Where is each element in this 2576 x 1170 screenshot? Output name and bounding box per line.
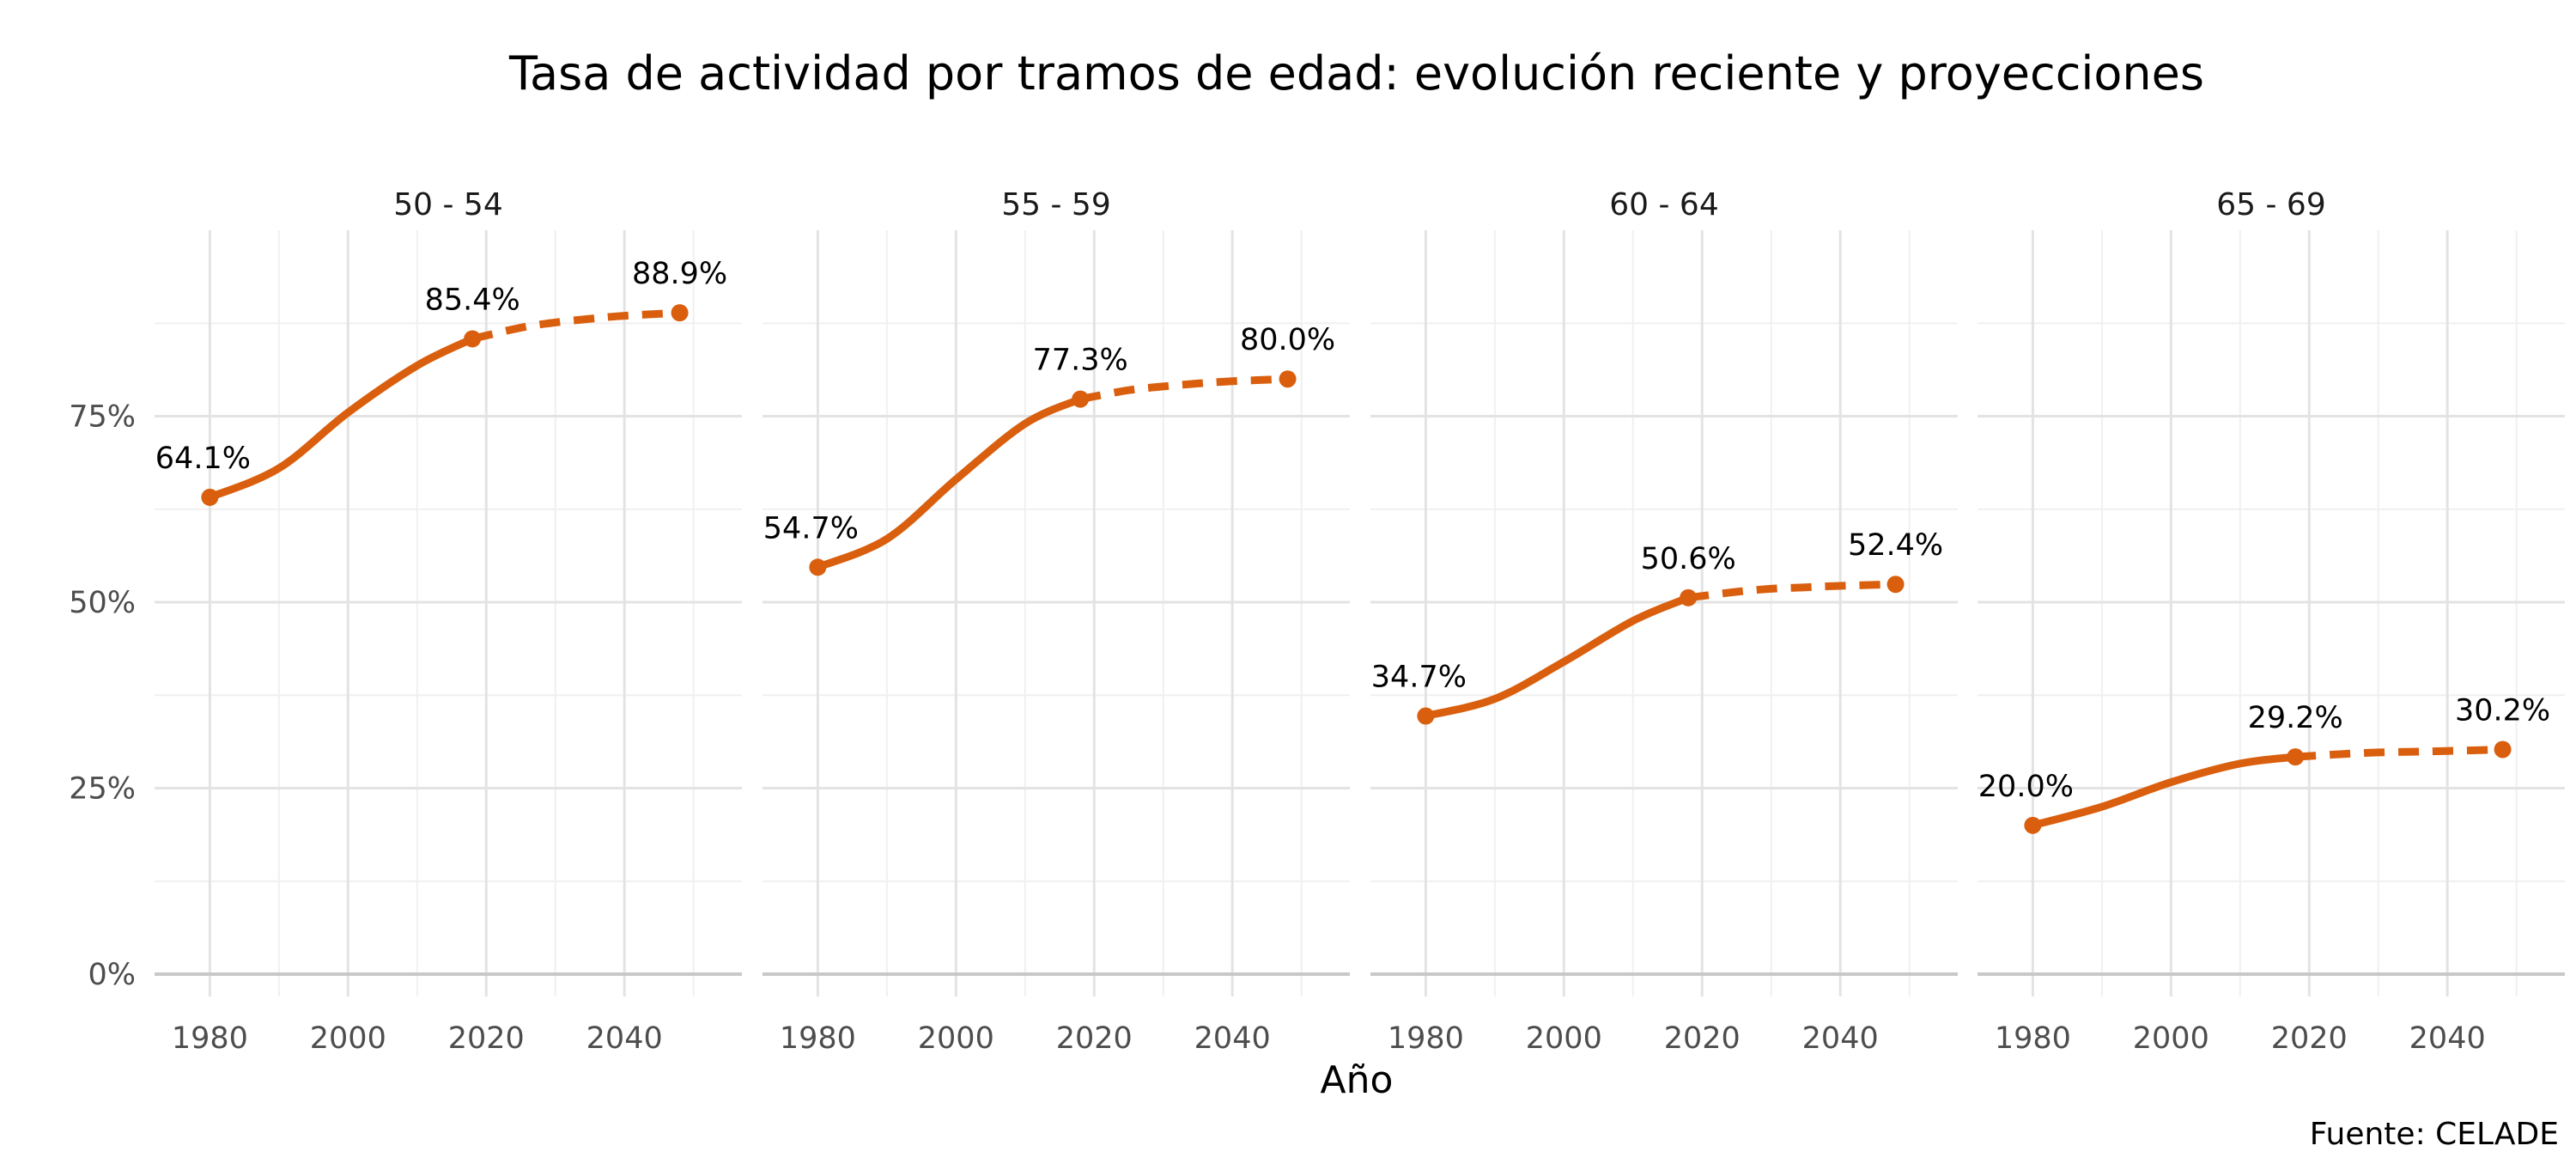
data-label: 77.3% [1033,344,1128,378]
data-point [1680,588,1698,606]
projected-series-line [471,308,680,343]
x-tick-label: 2020 [2271,1021,2348,1056]
facet-panel: 60 - 64 1980 2000 2020 2040 34.7% 50.6% 52.4% [1370,187,1958,1056]
data-point [2494,740,2512,759]
data-point [2024,816,2042,834]
x-tick-label: 1980 [1388,1021,1464,1056]
data-point [201,488,219,506]
x-tick-label: 1980 [172,1021,248,1056]
facet-label: 55 - 59 [1001,187,1111,222]
facet-panel: 55 - 59 1980 2000 2020 2040 54.7% 77.3% 80.0% [762,187,1350,1056]
data-label: 34.7% [1371,661,1467,695]
x-tick-label: 2040 [586,1021,663,1056]
y-tick-label: 75% [69,400,136,435]
observed-series-line [813,395,1084,571]
data-label: 50.6% [1641,542,1736,576]
observed-series-line [2028,753,2300,830]
data-label: 80.0% [1240,323,1335,357]
data-label: 88.9% [632,257,727,291]
observed-series-line [205,334,477,502]
x-tick-label: 2000 [2133,1021,2209,1056]
x-tick-label: 2040 [2409,1021,2486,1056]
x-tick-label: 2000 [310,1021,386,1056]
x-tick-label: 2040 [1802,1021,1879,1056]
data-point [1072,390,1090,408]
facet-label: 60 - 64 [1609,187,1719,222]
data-point [671,304,689,322]
source-caption: Fuente: CELADE [2310,1117,2559,1152]
facet-panel: 65 - 69 1980 2000 2020 2040 20.0% 29.2% 30.2% [1978,187,2565,1056]
y-tick-label: 0% [88,958,136,992]
data-point [2287,748,2305,766]
x-tick-label: 2020 [448,1021,525,1056]
facet-label: 50 - 54 [393,187,503,222]
projected-series-line [1079,375,1288,404]
facet-panels: 50 - 54 1980 2000 2020 2040 0% 25% 50% 75% 64.1% 8… [69,187,2565,1056]
projected-series-line [1687,580,1896,602]
y-tick-label: 25% [69,772,136,807]
data-label: 20.0% [1978,770,2074,804]
data-point [1417,707,1435,725]
facet-label: 65 - 69 [2216,187,2326,222]
x-tick-label: 2000 [1526,1021,1602,1056]
projected-series-line [2294,746,2503,761]
data-label: 85.4% [425,283,520,317]
x-axis-label: Año [1321,1058,1394,1102]
observed-series-line [1421,594,1692,720]
x-tick-label: 2040 [1194,1021,1271,1056]
data-label: 30.2% [2455,693,2550,728]
data-label: 54.7% [763,511,859,545]
data-label: 64.1% [155,442,251,476]
x-tick-label: 2020 [1056,1021,1133,1056]
data-point [1279,370,1297,388]
data-point [809,558,827,576]
data-label: 29.2% [2248,701,2343,735]
x-tick-label: 2000 [918,1021,994,1056]
chart-title: Tasa de actividad por tramos de edad: ev… [508,46,2204,101]
x-tick-label: 1980 [1995,1021,2071,1056]
facet-panel: 50 - 54 1980 2000 2020 2040 0% 25% 50% 75% 64.1% 8… [69,187,742,1056]
data-point [464,330,482,348]
x-tick-label: 1980 [780,1021,856,1056]
data-label: 52.4% [1848,528,1943,563]
data-point [1886,576,1905,594]
y-tick-label: 50% [69,586,136,620]
x-tick-label: 2020 [1664,1021,1741,1056]
